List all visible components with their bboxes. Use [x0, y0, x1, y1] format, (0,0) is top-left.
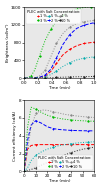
Y-axis label: Current efficiency (cd/A): Current efficiency (cd/A) — [13, 111, 17, 161]
Legend: 1 %, 3 %, 5 %, 2 %, 4 %, 10 %: 1 %, 3 %, 5 %, 2 %, 4 %, 10 % — [37, 155, 92, 170]
X-axis label: Time (min): Time (min) — [48, 86, 70, 90]
Legend: 1 %, 3 %, 5 %, 2 %, 4 %, 10 %: 1 %, 3 %, 5 %, 2 %, 4 %, 10 % — [26, 9, 81, 24]
Y-axis label: Brightness (cd/m²): Brightness (cd/m²) — [6, 23, 10, 62]
X-axis label: Time (min): Time (min) — [48, 179, 70, 184]
